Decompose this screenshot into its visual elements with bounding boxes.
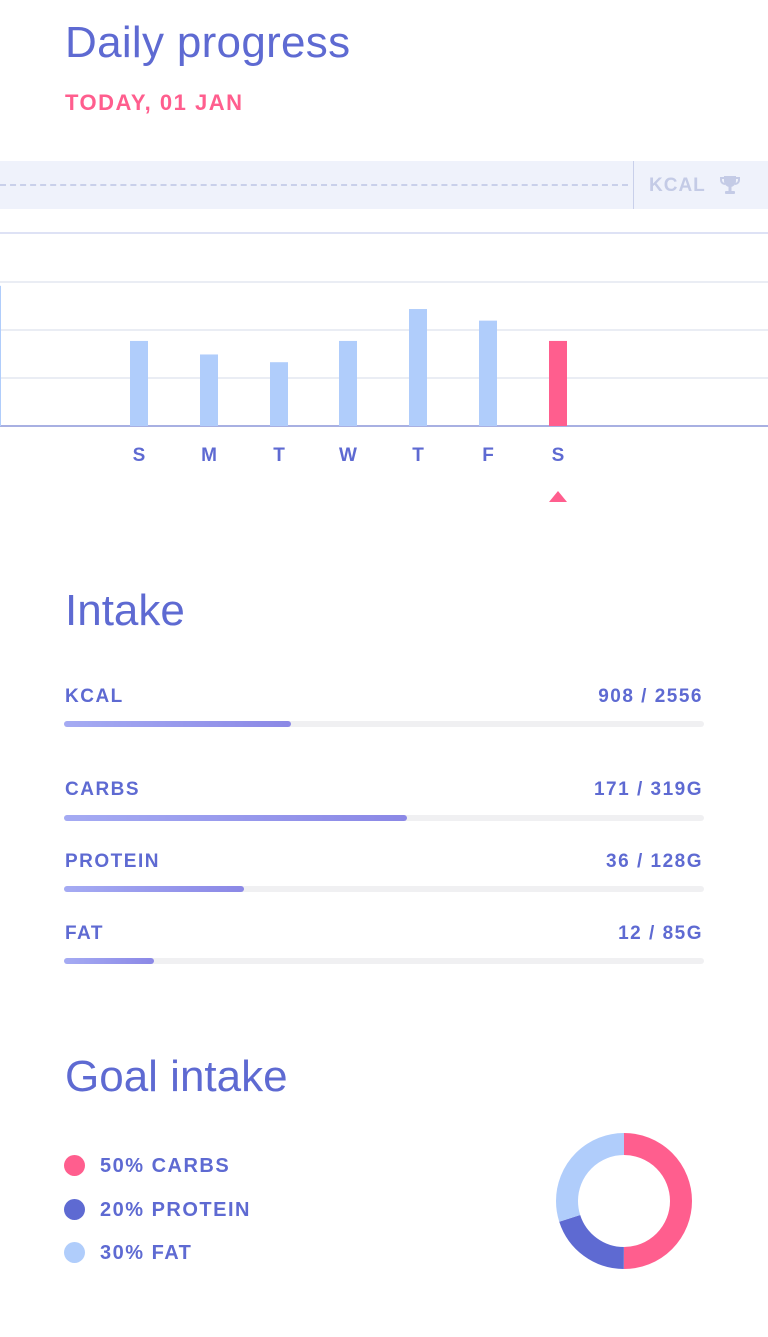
intake-label: FAT: [65, 923, 104, 944]
chart-bar[interactable]: [339, 340, 357, 426]
selected-day-marker: [549, 491, 567, 502]
progress-track: [64, 815, 704, 821]
progress-fill: [64, 958, 155, 964]
goal-divider: [633, 161, 634, 209]
progress-track: [64, 886, 704, 892]
progress-fill: [64, 886, 244, 892]
chart-bar[interactable]: [130, 340, 148, 426]
legend-label: 30% FAT: [100, 1242, 193, 1264]
intake-label: CARBS: [65, 779, 141, 800]
legend-dot: [64, 1199, 85, 1220]
intake-value: 36 / 128G: [606, 851, 703, 872]
goal-line: [0, 184, 628, 186]
x-tick-label: S: [552, 445, 565, 466]
intake-value: 908 / 2556: [598, 686, 703, 707]
progress-track: [64, 958, 704, 964]
chart-bar[interactable]: [549, 340, 567, 426]
macro-donut-chart: [556, 1133, 692, 1269]
goal-band: KCAL: [0, 161, 768, 209]
legend-dot: [64, 1155, 85, 1176]
intake-label: PROTEIN: [65, 851, 160, 872]
chart-bar[interactable]: [270, 362, 288, 426]
intake-title: Intake: [65, 586, 185, 635]
weekly-bar-chart: SSMTWTFS: [0, 232, 768, 502]
donut-segment: [556, 1133, 692, 1269]
x-tick-label: W: [339, 445, 357, 466]
x-tick-label: T: [273, 445, 285, 466]
intake-value: 171 / 319G: [593, 779, 703, 800]
legend-dot: [64, 1242, 85, 1263]
legend-label: 20% PROTEIN: [100, 1199, 251, 1221]
x-tick-label: T: [412, 445, 424, 466]
trophy-icon: [720, 176, 740, 194]
goal-unit-label: KCAL: [649, 175, 706, 196]
progress-fill: [64, 721, 292, 727]
chart-bar[interactable]: [0, 285, 1, 426]
progress-fill: [64, 815, 408, 821]
legend-label: 50% CARBS: [100, 1155, 231, 1177]
chart-bar[interactable]: [200, 354, 218, 426]
x-tick-label: S: [133, 445, 146, 466]
intake-value: 12 / 85G: [618, 923, 703, 944]
date-label: TODAY, 01 JAN: [65, 90, 244, 115]
progress-track: [64, 721, 704, 727]
intake-label: KCAL: [65, 686, 124, 707]
x-tick-label: F: [482, 445, 494, 466]
goal-intake-title: Goal intake: [65, 1052, 288, 1101]
x-tick-label: M: [201, 445, 217, 466]
page-title: Daily progress: [65, 18, 351, 67]
chart-bar[interactable]: [409, 309, 427, 426]
chart-bar[interactable]: [479, 320, 497, 426]
